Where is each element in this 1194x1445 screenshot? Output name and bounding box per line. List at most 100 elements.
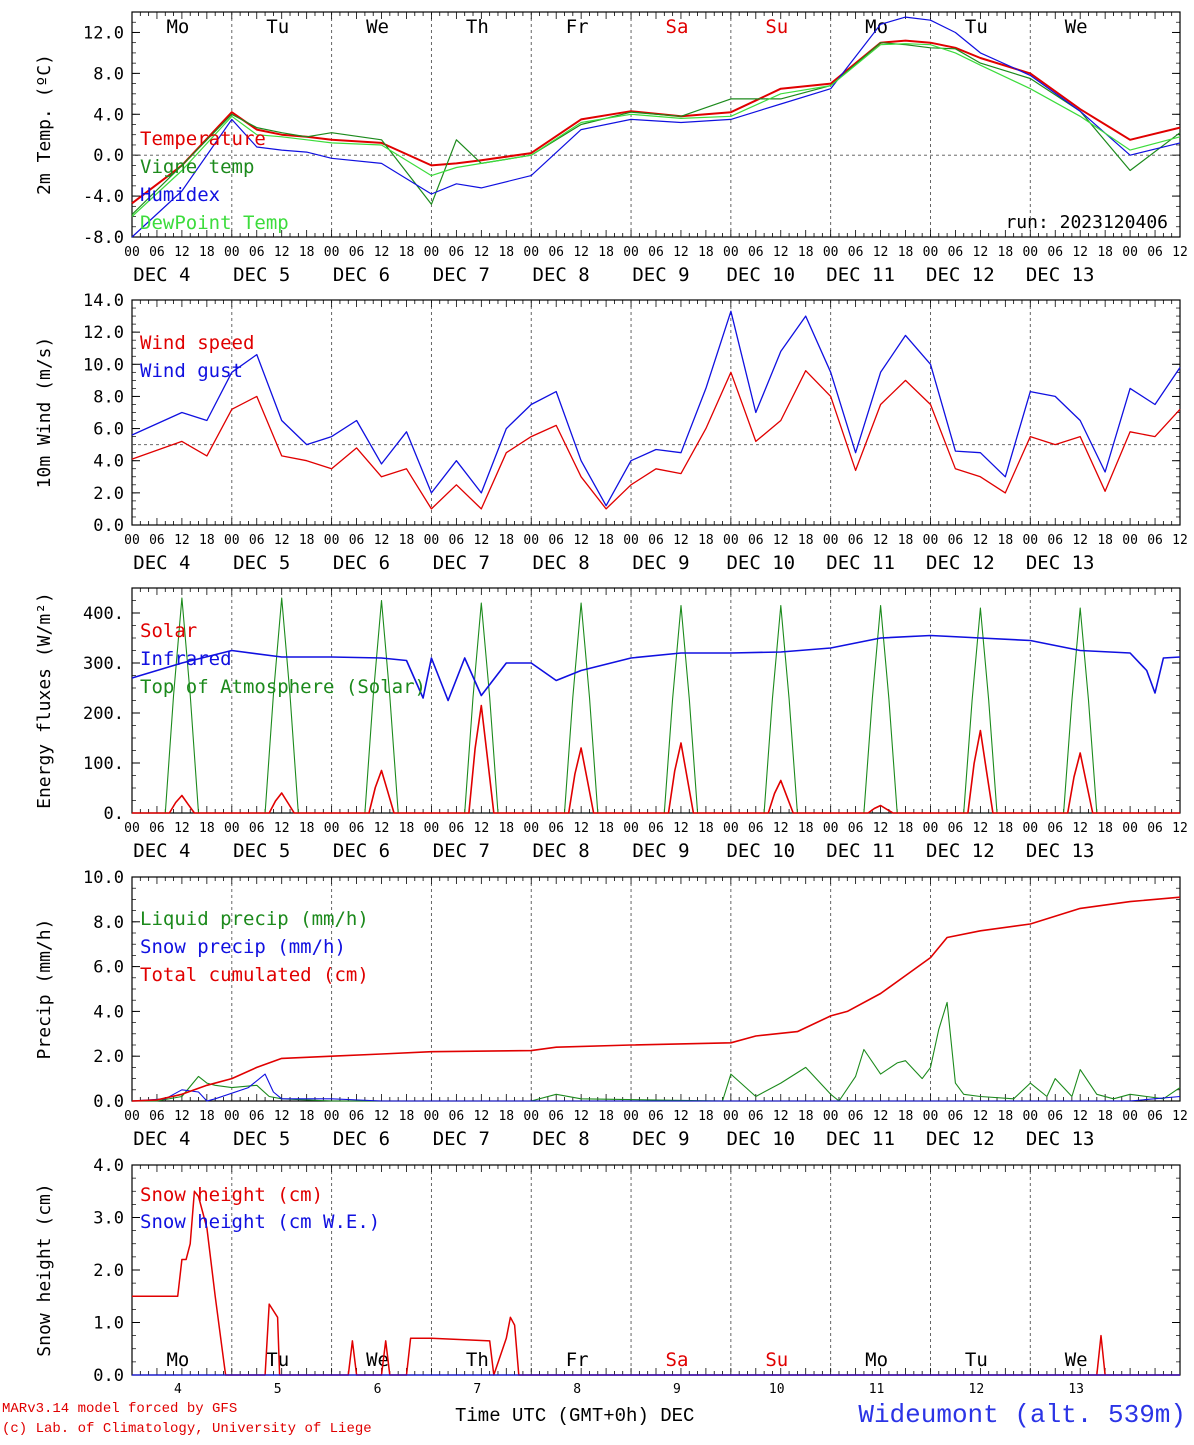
weekday-label: Fr [566, 1349, 589, 1371]
y-tick-label: 2.0 [93, 1261, 124, 1281]
x-hour-label: 12 [474, 1109, 490, 1124]
x-hour-label: 18 [598, 245, 614, 260]
legend-entry: Humidex [140, 184, 220, 206]
x-hour-label: 06 [149, 821, 165, 836]
x-hour-label: 00 [424, 1109, 440, 1124]
x-hour-label: 06 [848, 1109, 864, 1124]
y-tick-label: 4.0 [93, 452, 124, 472]
x-hour-label: 12 [174, 245, 190, 260]
x-date-label: DEC 12 [926, 552, 995, 574]
x-hour-label: 12 [573, 245, 589, 260]
y-tick-label: 4.0 [93, 1156, 124, 1176]
x-hour-label: 18 [998, 245, 1014, 260]
x-hour-label: 06 [648, 1109, 664, 1124]
legend-entry: Temperature [140, 128, 266, 150]
x-hour-label: 18 [798, 821, 814, 836]
x-hour-label: 12 [274, 245, 290, 260]
x-hour-label: 18 [199, 821, 215, 836]
x-hour-label: 18 [498, 533, 514, 548]
x-date-label: DEC 9 [632, 552, 689, 574]
x-hour-label: 12 [474, 533, 490, 548]
x-hour-label: 18 [299, 245, 315, 260]
x-hour-label: 00 [623, 245, 639, 260]
x-hour-label: 18 [698, 821, 714, 836]
x-hour-label: 06 [149, 533, 165, 548]
x-hour-label: 18 [898, 821, 914, 836]
x-hour-label: 00 [1122, 533, 1138, 548]
weekday-label: Su [765, 1349, 788, 1371]
x-hour-label: 12 [973, 533, 989, 548]
x-hour-label: 06 [1047, 1109, 1063, 1124]
weekday-label: Su [765, 16, 788, 38]
x-hour-label: 12 [274, 533, 290, 548]
y-tick-label: 0.0 [93, 1092, 124, 1112]
legend-entry: Vigne temp [140, 156, 254, 178]
x-hour-label: 18 [299, 1109, 315, 1124]
snow-precip-line [131, 1073, 1181, 1102]
x-date-label: DEC 12 [926, 1128, 995, 1150]
x-date-label: DEC 10 [726, 264, 795, 286]
x-hour-label: 18 [898, 245, 914, 260]
y-tick-label: 8.0 [93, 913, 124, 933]
x-hour-label: 12 [274, 821, 290, 836]
y-axis-title: Precip (mm/h) [34, 919, 55, 1060]
panel-4: 0.0 2.0 4.0 6.0 8.0 10.0 Precip (mm/h) 00 06 12 18… [34, 868, 1188, 1150]
x-hour-label: 00 [1122, 1109, 1138, 1124]
y-tick-label: 3.0 [93, 1209, 124, 1229]
y-tick-label: 12.0 [83, 323, 124, 343]
x-hour-label: 00 [523, 245, 539, 260]
y-tick-label: 0.0 [93, 146, 124, 166]
x-hour-label: 06 [449, 1109, 465, 1124]
x-hour-label: 12 [374, 1109, 390, 1124]
series-line [131, 43, 1181, 217]
x-hour-label: 18 [598, 821, 614, 836]
x-hour-label: 00 [424, 821, 440, 836]
x-hour-label: 00 [823, 821, 839, 836]
y-tick-label: 4.0 [93, 1002, 124, 1022]
x-date-label: DEC 9 [632, 264, 689, 286]
y-tick-label: 0. [104, 804, 124, 824]
y-tick-label: 10.0 [83, 355, 124, 375]
x-hour-label: 18 [399, 821, 415, 836]
x-day-number: 9 [673, 1382, 681, 1397]
x-date-label: DEC 10 [726, 840, 795, 862]
x-hour-label: 00 [424, 245, 440, 260]
y-tick-label: 4.0 [93, 105, 124, 125]
weekday-label: Sa [666, 16, 689, 38]
x-hour-label: 12 [773, 533, 789, 548]
x-hour-label: 00 [923, 1109, 939, 1124]
x-hour-label: 00 [623, 533, 639, 548]
x-date-label: DEC 9 [632, 1128, 689, 1150]
x-hour-label: 06 [349, 245, 365, 260]
x-hour-label: 12 [1072, 533, 1088, 548]
x-day-number: 6 [374, 1382, 382, 1397]
x-hour-label: 00 [1122, 245, 1138, 260]
weekday-label: Mo [865, 16, 888, 38]
x-hour-label: 06 [548, 1109, 564, 1124]
y-tick-label: 0.0 [93, 516, 124, 536]
x-date-label: DEC 6 [333, 264, 390, 286]
series-line [131, 310, 1181, 507]
y-axis-title: 2m Temp. (ºC) [34, 54, 55, 195]
x-hour-label: 18 [698, 245, 714, 260]
x-hour-label: 12 [174, 533, 190, 548]
x-hour-label: 06 [648, 245, 664, 260]
x-hour-label: 00 [823, 1109, 839, 1124]
x-hour-label: 06 [948, 533, 964, 548]
legend-entry: Snow precip (mm/h) [140, 936, 346, 958]
x-hour-label: 06 [648, 821, 664, 836]
x-hour-label: 00 [224, 533, 240, 548]
weekday-label: We [366, 1349, 389, 1371]
x-hour-label: 06 [548, 533, 564, 548]
x-hour-label: 00 [923, 245, 939, 260]
legend-entry: DewPoint Temp [140, 212, 289, 234]
legend-entry: Wind speed [140, 332, 254, 354]
x-hour-label: 06 [149, 1109, 165, 1124]
x-hour-label: 12 [174, 821, 190, 836]
x-hour-label: 12 [1172, 821, 1188, 836]
x-hour-label: 00 [823, 533, 839, 548]
x-hour-label: 00 [124, 821, 140, 836]
x-hour-label: 00 [1022, 821, 1038, 836]
weekday-label: We [1065, 16, 1088, 38]
x-date-label: DEC 6 [333, 840, 390, 862]
